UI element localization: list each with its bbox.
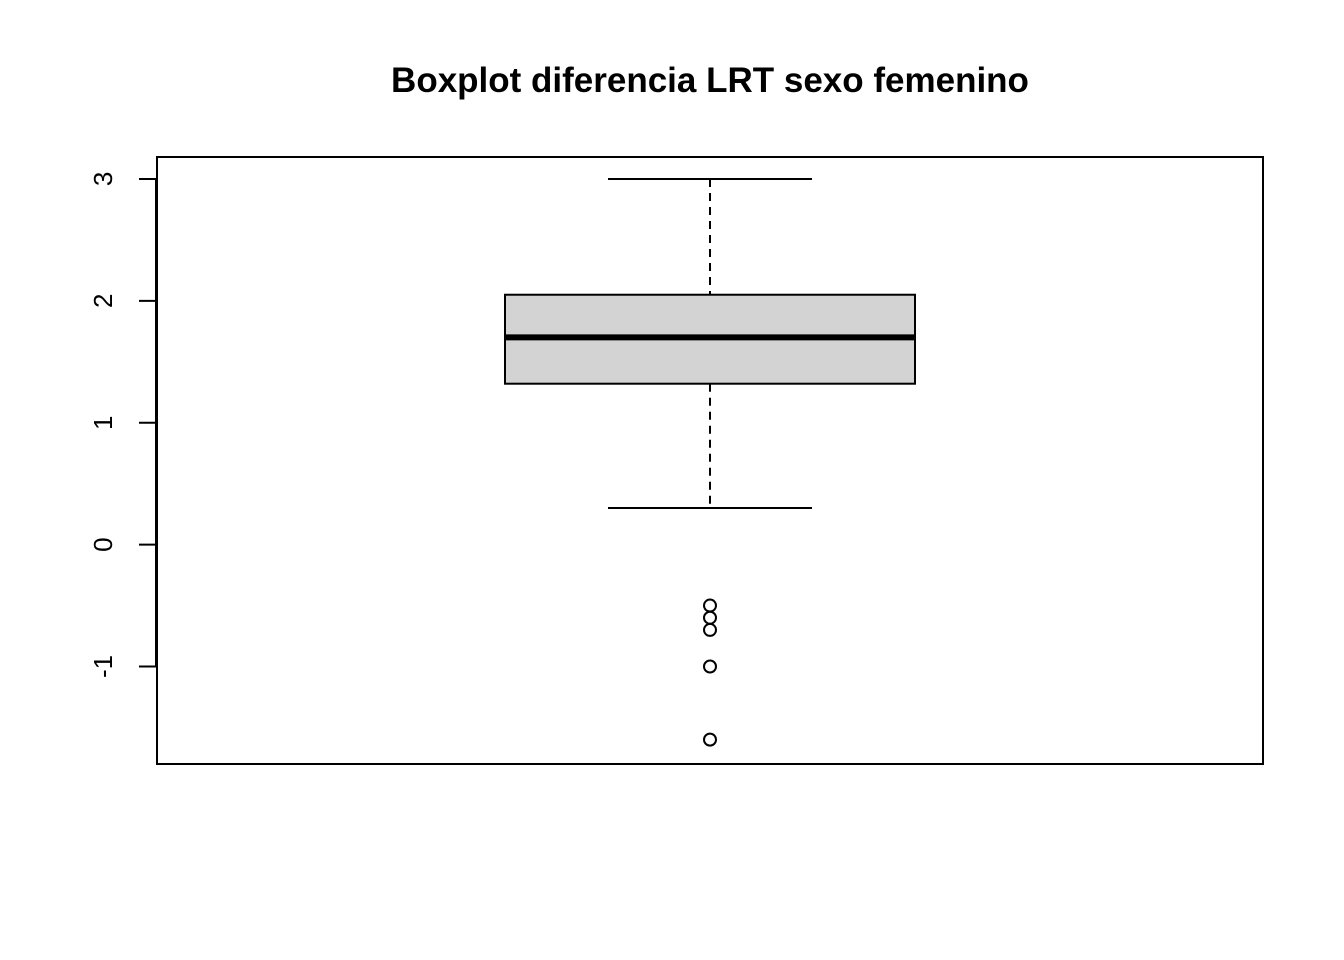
outlier-point (703, 659, 717, 674)
outlier-point (703, 610, 717, 625)
outlier-point (703, 598, 717, 613)
y-tick-label: 1 (88, 415, 118, 429)
y-tick-label: 0 (88, 537, 118, 551)
y-tick-label: 2 (88, 294, 118, 308)
outlier-point (703, 732, 717, 747)
outlier-point (703, 622, 717, 637)
outlier-layer (703, 598, 717, 747)
y-axis: -1 0 1 2 3 (88, 172, 157, 678)
y-tick-label: -1 (88, 655, 118, 678)
box-layer (504, 177, 916, 510)
chart-title: Boxplot diferencia LRT sexo femenino (391, 61, 1029, 100)
y-tick-label: 3 (88, 172, 118, 186)
